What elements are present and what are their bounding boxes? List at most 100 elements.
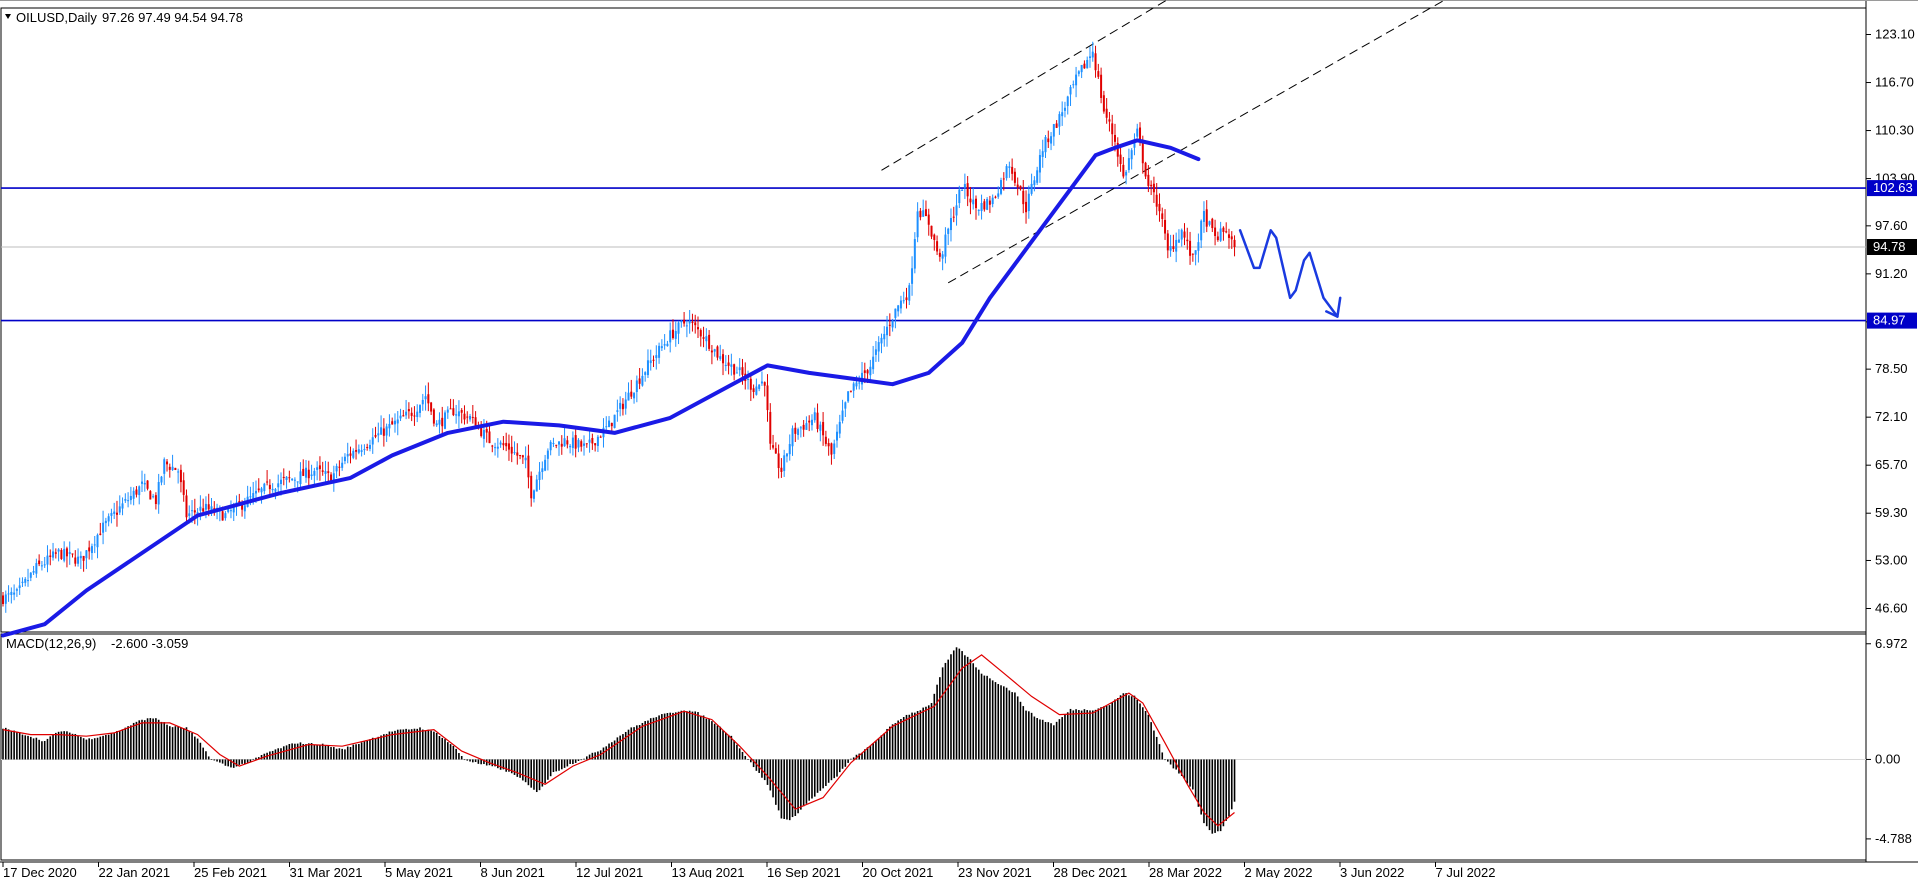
macd-bar	[1053, 725, 1055, 760]
macd-bar	[1105, 705, 1108, 760]
macd-bar	[93, 738, 96, 760]
candle	[452, 399, 455, 417]
candle-body	[972, 199, 975, 205]
macd-bar	[591, 752, 594, 760]
candle-body	[96, 534, 99, 548]
collapse-triangle-icon[interactable]	[5, 14, 11, 19]
candle	[513, 441, 516, 455]
candle-body	[432, 409, 435, 424]
candle-body	[774, 448, 777, 454]
candle-body	[1002, 178, 1005, 180]
price-tick-label: 116.70	[1875, 75, 1914, 90]
candle	[335, 463, 338, 479]
candle-body	[1061, 112, 1064, 117]
candle	[185, 489, 188, 524]
candle-body	[986, 199, 989, 210]
macd-bar	[577, 759, 580, 761]
candle-body	[268, 484, 271, 490]
candle	[63, 541, 66, 563]
candle	[341, 456, 344, 471]
candle-body	[527, 455, 530, 478]
candle-body	[507, 443, 510, 450]
candle	[949, 208, 952, 242]
candle	[930, 225, 933, 240]
candle	[407, 402, 410, 419]
time-axis: 17 Dec 2020 22 Jan 2021 25 Feb 2021 31 Mar …	[2, 862, 1496, 878]
candle	[71, 553, 74, 558]
candle-body	[402, 415, 405, 417]
candle	[758, 384, 761, 392]
candle	[266, 470, 269, 486]
candle-body	[99, 533, 102, 535]
candle	[102, 510, 105, 545]
candle	[1200, 219, 1203, 249]
macd-bar	[394, 730, 396, 760]
candle	[766, 374, 769, 422]
candle	[1036, 166, 1039, 186]
candle	[585, 443, 588, 448]
macd-bar	[177, 726, 179, 760]
macd-bar	[299, 742, 302, 760]
candle-body	[355, 450, 358, 452]
candle-body	[293, 479, 296, 481]
candle-body	[305, 467, 308, 478]
candle-body	[766, 385, 769, 411]
candle-body	[193, 510, 196, 513]
candle-body	[733, 364, 736, 375]
candle-body	[1116, 142, 1119, 157]
macd-bar	[447, 742, 449, 760]
macd-bar	[349, 746, 352, 760]
candle	[666, 340, 669, 347]
candle-body	[168, 466, 171, 470]
candle	[627, 382, 630, 401]
candle-body	[1108, 119, 1111, 122]
macd-bar	[852, 757, 855, 760]
candle-body	[799, 427, 802, 429]
macd-bar	[143, 720, 146, 760]
candle-body	[633, 392, 636, 399]
candle-body	[252, 493, 255, 499]
candle	[499, 440, 502, 448]
candle-body	[702, 337, 705, 339]
candle	[38, 554, 41, 567]
macd-bar	[505, 759, 507, 772]
macd-bar	[711, 721, 713, 760]
level-badge-label-1: 102.63	[1873, 180, 1913, 195]
macd-bar	[219, 759, 221, 763]
candle	[799, 425, 802, 438]
macd-bar	[655, 717, 658, 760]
macd-bar	[1022, 706, 1025, 760]
candle	[1230, 231, 1233, 249]
candle-body	[691, 321, 694, 323]
candle-body	[555, 444, 558, 446]
candle-body	[113, 511, 116, 514]
candle-body	[1150, 184, 1153, 187]
candle-body	[685, 325, 688, 327]
candle-body	[357, 449, 360, 453]
candle	[861, 361, 864, 390]
candle-body	[419, 405, 421, 413]
macd-bar	[135, 721, 138, 760]
macd-bar	[338, 748, 341, 760]
candle	[1152, 176, 1155, 203]
macd-bar	[466, 759, 469, 761]
candle	[888, 313, 891, 337]
candle	[549, 440, 552, 456]
candle	[346, 442, 349, 464]
candle-body	[997, 193, 1000, 197]
candle-body	[516, 452, 519, 456]
candle-body	[104, 520, 107, 524]
macd-bar	[816, 759, 819, 793]
candle-body	[975, 198, 977, 209]
candle	[1094, 45, 1097, 78]
candle	[268, 479, 271, 496]
macd-bar	[174, 726, 177, 760]
candle-body	[296, 481, 299, 483]
candle-body	[121, 503, 124, 509]
macd-bar	[866, 747, 869, 760]
candle	[1061, 101, 1064, 126]
candle	[21, 577, 24, 587]
candle-body	[366, 447, 369, 449]
macd-bar	[569, 759, 571, 764]
macd-bar	[1155, 736, 1158, 760]
